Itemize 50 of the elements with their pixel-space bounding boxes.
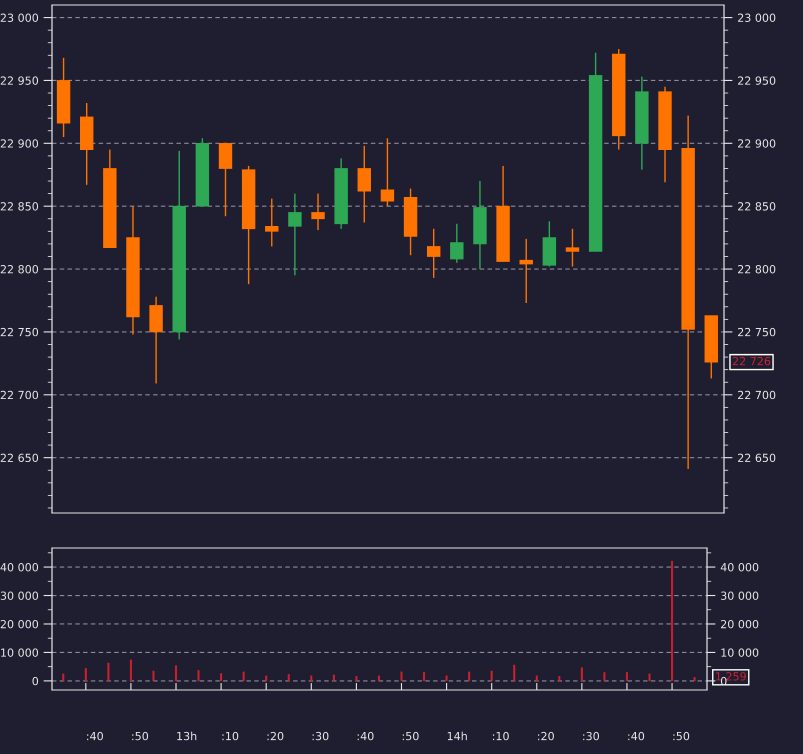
y2-tick-label: 22 700 bbox=[738, 390, 776, 400]
candlestick bbox=[426, 228, 440, 279]
x-tick-label: :50 bbox=[402, 732, 419, 740]
y2-tick-label: 40 000 bbox=[720, 563, 758, 572]
x-tick-label: :40 bbox=[628, 732, 644, 740]
y-tick-label: 23 000 bbox=[0, 14, 38, 22]
y-tick-label: 22 850 bbox=[0, 202, 38, 211]
x-tick-label: :10 bbox=[222, 732, 238, 740]
y2-tick-label: 0 bbox=[720, 676, 727, 686]
y2-tick-label: 20 000 bbox=[721, 620, 758, 628]
x-tick-label: :30 bbox=[312, 732, 328, 740]
y2-tick-label: 22 750 bbox=[738, 328, 776, 336]
y2-tick-label: 22 900 bbox=[738, 139, 776, 148]
y-tick-label: 40 000 bbox=[0, 563, 38, 572]
x-tick-label: 14h bbox=[448, 732, 467, 740]
y2-tick-label: 23 000 bbox=[738, 14, 776, 22]
candlestick bbox=[566, 228, 580, 268]
y-tick-label: 22 800 bbox=[0, 265, 38, 274]
candlestick bbox=[380, 138, 394, 207]
x-tick-label: 13h bbox=[177, 732, 196, 740]
x-tick-label: :50 bbox=[132, 732, 148, 740]
y-tick-label: 20 000 bbox=[0, 620, 38, 628]
candlestick bbox=[288, 192, 302, 276]
text: 22 726 bbox=[732, 356, 770, 366]
y2-tick-label: 10 000 bbox=[721, 648, 758, 657]
y-tick-label: 22 700 bbox=[0, 390, 38, 400]
y-tick-label: 0 bbox=[32, 676, 38, 686]
y2-tick-label: 22 950 bbox=[738, 76, 776, 85]
candlestick bbox=[520, 238, 533, 304]
candlestick bbox=[311, 192, 325, 231]
y-tick-label: 22 950 bbox=[0, 76, 38, 85]
x-tick-label: :50 bbox=[673, 732, 690, 740]
y-tick-label: 30 000 bbox=[0, 592, 38, 600]
y-tick-label: 10 000 bbox=[1, 648, 38, 657]
y2-tick-label: 22 850 bbox=[738, 202, 776, 211]
y2-tick-label: 30 000 bbox=[721, 592, 758, 600]
candlestick bbox=[265, 198, 278, 248]
y-tick-label: 22 650 bbox=[0, 454, 38, 462]
x-tick-label: :20 bbox=[538, 732, 554, 740]
y2-tick-label: 22 650 bbox=[738, 454, 776, 462]
y-tick-label: 22 900 bbox=[0, 139, 38, 148]
x-tick-label: :10 bbox=[492, 732, 509, 740]
candlestick bbox=[450, 223, 464, 264]
x-tick-label: :40 bbox=[358, 732, 374, 740]
y-tick-label: 22 750 bbox=[0, 328, 38, 336]
x-tick-label: :30 bbox=[583, 732, 600, 740]
y2-tick-label: 22 800 bbox=[738, 265, 776, 274]
x-tick-label: :20 bbox=[268, 732, 284, 740]
x-tick-label: :40 bbox=[87, 732, 103, 740]
candlestick bbox=[358, 145, 371, 224]
